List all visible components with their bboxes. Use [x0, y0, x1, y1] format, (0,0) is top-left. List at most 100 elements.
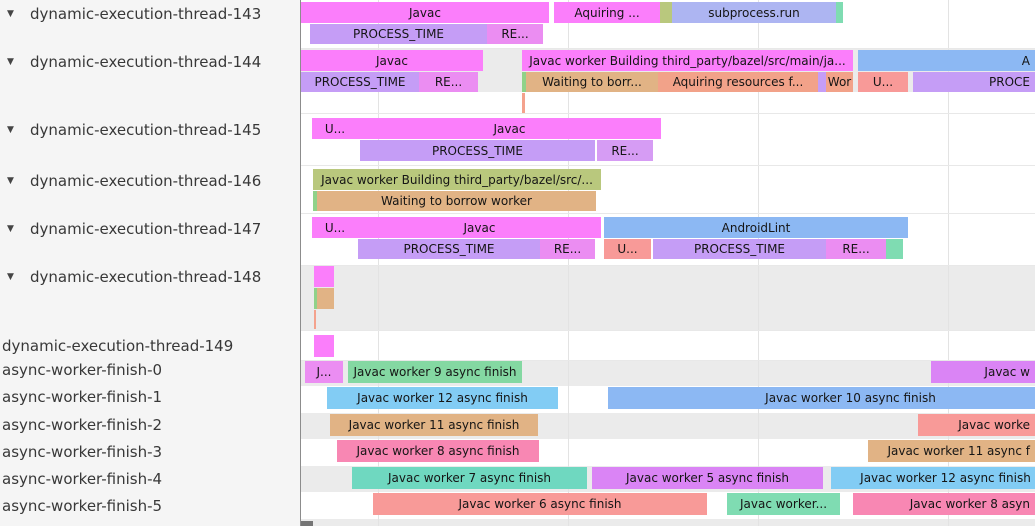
trace-span[interactable]: PROCESS_TIME [360, 140, 595, 161]
trace-span[interactable]: Javac worker... [727, 493, 840, 515]
trace-span[interactable]: Javac worker 8 asyn [853, 493, 1035, 515]
trace-span-sliver[interactable] [314, 335, 334, 357]
row-shading-band [301, 519, 1035, 526]
trace-span[interactable]: Javac worker 5 async finish [592, 467, 823, 489]
trace-span-sliver[interactable] [314, 310, 316, 329]
trace-span[interactable]: Javac worker Building third_party/bazel/… [313, 169, 601, 190]
thread-row-header[interactable]: ▼ dynamic-execution-thread-146 [0, 173, 300, 190]
collapse-triangle-icon[interactable]: ▼ [7, 9, 14, 19]
trace-span[interactable]: RE... [540, 239, 595, 259]
trace-span[interactable]: Javac [301, 2, 549, 23]
trace-span[interactable]: Javac worke [918, 414, 1035, 436]
thread-row-header[interactable]: dynamic-execution-thread-149 [0, 338, 300, 355]
trace-span-sliver[interactable] [522, 72, 526, 92]
trace-span[interactable]: Wor [826, 72, 853, 92]
trace-span[interactable]: Javac worker 12 async finish [831, 467, 1035, 489]
thread-row-header[interactable]: ▼ dynamic-execution-thread-148 [0, 269, 300, 286]
collapse-triangle-icon[interactable]: ▼ [7, 272, 14, 282]
trace-span[interactable]: RE... [419, 72, 478, 92]
thread-name-label: async-worker-finish-5 [2, 497, 163, 515]
trace-span[interactable]: U... [312, 118, 358, 139]
thread-row-header[interactable]: async-worker-finish-5 [0, 498, 300, 515]
trace-span[interactable]: Javac [358, 217, 601, 238]
thread-name-label: dynamic-execution-thread-149 [2, 337, 234, 355]
thread-name-label: async-worker-finish-3 [2, 443, 163, 461]
thread-row-header[interactable]: async-worker-finish-4 [0, 471, 300, 488]
trace-span[interactable]: U... [312, 217, 358, 238]
trace-span[interactable]: Javac worker 6 async finish [373, 493, 707, 515]
thread-row-header[interactable]: ▼ dynamic-execution-thread-144 [0, 54, 300, 71]
time-gridline [758, 0, 759, 526]
thread-row-header[interactable]: async-worker-finish-0 [0, 362, 300, 379]
row-shading-band [301, 265, 1035, 330]
thread-row-header[interactable]: async-worker-finish-1 [0, 389, 300, 406]
thread-row-header[interactable]: async-worker-finish-2 [0, 417, 300, 434]
thread-name-label: dynamic-execution-thread-148 [30, 268, 262, 286]
trace-span[interactable]: U... [604, 239, 651, 259]
trace-span[interactable]: Javac [301, 50, 483, 71]
trace-span[interactable]: Javac worker 12 async finish [327, 387, 558, 409]
trace-span[interactable]: PROCESS_TIME [301, 72, 419, 92]
trace-span[interactable]: Javac worker 11 async f [868, 440, 1035, 462]
time-gridline [378, 0, 379, 526]
trace-span[interactable]: PROCESS_TIME [653, 239, 826, 259]
trace-span-sliver[interactable] [660, 2, 672, 23]
trace-span[interactable]: Waiting to borrow worker [317, 191, 596, 211]
trace-span[interactable]: AndroidLint [604, 217, 908, 238]
trace-span[interactable]: Aquiring resources f... [658, 72, 818, 92]
trace-span-sliver[interactable] [314, 288, 317, 309]
trace-span[interactable]: RE... [597, 140, 653, 161]
collapse-triangle-icon[interactable]: ▼ [7, 125, 14, 135]
thread-row-header[interactable]: async-worker-finish-3 [0, 444, 300, 461]
track-separator-line [301, 165, 1035, 166]
trace-span-sliver[interactable] [317, 288, 334, 309]
thread-row-header[interactable]: ▼ dynamic-execution-thread-143 [0, 6, 300, 23]
trace-span[interactable]: Waiting to borr... [526, 72, 658, 92]
thread-row-header[interactable]: ▼ dynamic-execution-thread-147 [0, 221, 300, 238]
thread-name-label: async-worker-finish-4 [2, 470, 163, 488]
trace-span[interactable]: Javac worker 10 async finish [608, 387, 1035, 409]
horizontal-scrollbar-thumb[interactable] [301, 521, 313, 526]
track-separator-line [301, 265, 1035, 266]
thread-list-sidebar: ▼ dynamic-execution-thread-143 ▼ dynamic-ex… [0, 0, 301, 526]
trace-span[interactable]: RE... [487, 24, 543, 44]
track-separator-line [301, 48, 1035, 49]
trace-span[interactable]: Javac w [931, 361, 1035, 383]
thread-name-label: dynamic-execution-thread-143 [30, 5, 262, 23]
trace-span[interactable]: PROCE [913, 72, 1035, 92]
trace-span[interactable]: A [858, 50, 1035, 71]
collapse-triangle-icon[interactable]: ▼ [7, 224, 14, 234]
thread-name-label: async-worker-finish-2 [2, 416, 163, 434]
collapse-triangle-icon[interactable]: ▼ [7, 176, 14, 186]
thread-row-header[interactable]: ▼ dynamic-execution-thread-145 [0, 122, 300, 139]
track-separator-line [301, 213, 1035, 214]
trace-span[interactable]: Javac worker 7 async finish [352, 467, 587, 489]
trace-span[interactable]: Javac worker 11 async finish [330, 414, 538, 436]
trace-span[interactable]: Aquiring ... [554, 2, 660, 23]
trace-span[interactable]: U... [858, 72, 908, 92]
thread-name-label: dynamic-execution-thread-146 [30, 172, 262, 190]
trace-span[interactable]: PROCESS_TIME [310, 24, 487, 44]
thread-name-label: async-worker-finish-0 [2, 361, 163, 379]
collapse-triangle-icon[interactable]: ▼ [7, 57, 14, 67]
trace-span[interactable]: J... [305, 361, 343, 383]
time-gridline [948, 0, 949, 526]
trace-span-sliver[interactable] [836, 2, 843, 23]
trace-span[interactable]: Javac worker Building third_party/bazel/… [522, 50, 853, 71]
thread-name-label: dynamic-execution-thread-147 [30, 220, 262, 238]
thread-name-label: dynamic-execution-thread-144 [30, 53, 262, 71]
trace-span-sliver[interactable] [886, 239, 903, 259]
trace-span-sliver[interactable] [314, 266, 334, 287]
trace-span-sliver[interactable] [313, 191, 317, 211]
trace-span[interactable]: Javac worker 9 async finish [348, 361, 522, 383]
trace-span-sliver[interactable] [818, 72, 826, 92]
timeline-canvas[interactable]: Javac Aquiring ... subprocess.run PROCESS_T… [301, 0, 1035, 526]
thread-name-label: dynamic-execution-thread-145 [30, 121, 262, 139]
trace-span[interactable]: Javac worker 8 async finish [337, 440, 539, 462]
trace-span[interactable]: Javac [358, 118, 661, 139]
trace-span[interactable]: subprocess.run [672, 2, 836, 23]
trace-span[interactable]: PROCESS_TIME [358, 239, 540, 259]
track-separator-line [301, 330, 1035, 331]
trace-span-sliver[interactable] [522, 93, 525, 113]
trace-span[interactable]: RE... [826, 239, 886, 259]
